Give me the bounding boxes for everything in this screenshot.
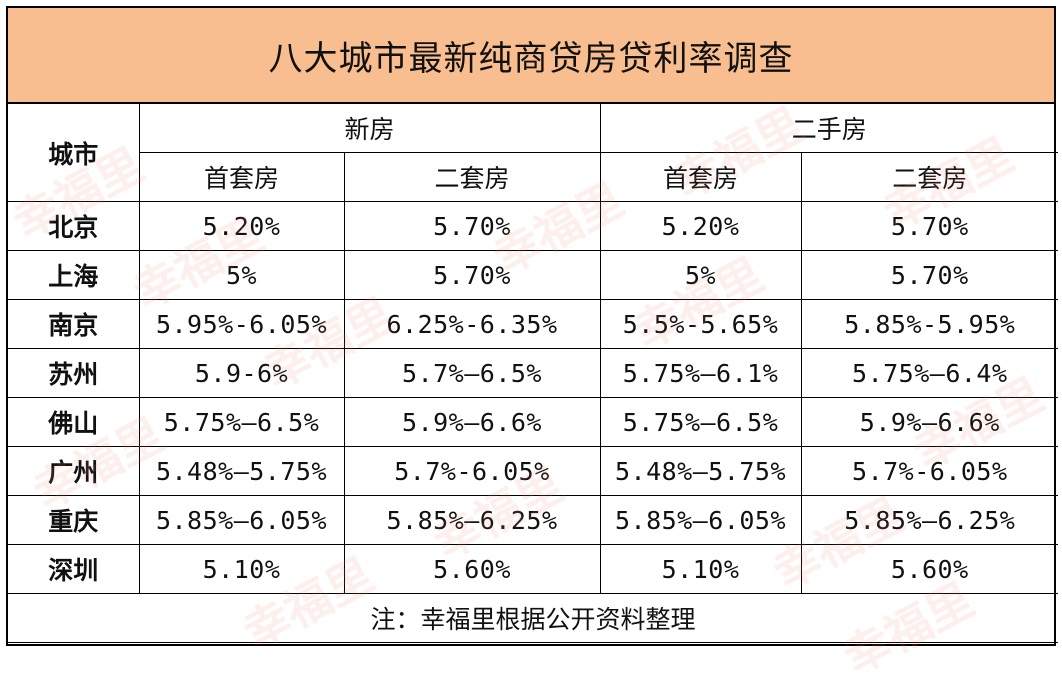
rate-cell: 5% xyxy=(599,250,802,300)
sub-header-used-second: 二套房 xyxy=(800,152,1059,202)
table-row: 上海 5% 5.70% 5% 5.70% xyxy=(8,250,1059,300)
rate-cell: 5.85%—6.05% xyxy=(138,495,345,545)
rate-cell: 5% xyxy=(138,250,345,300)
rate-cell: 5.70% xyxy=(800,201,1059,251)
table-row: 深圳 5.10% 5.60% 5.10% 5.60% xyxy=(8,544,1059,594)
rate-cell: 5.75%—6.4% xyxy=(800,348,1059,398)
rate-cell: 5.70% xyxy=(343,250,601,300)
rate-cell: 5.60% xyxy=(800,544,1059,594)
rate-cell: 5.20% xyxy=(138,201,345,251)
group-header-second-hand: 二手房 xyxy=(599,104,1059,153)
rate-cell: 5.48%—5.75% xyxy=(599,446,802,496)
table-row: 重庆 5.85%—6.05% 5.85%—6.25% 5.85%—6.05% 5… xyxy=(8,495,1059,545)
rate-cell: 5.85%—6.25% xyxy=(800,495,1059,545)
rate-cell: 5.10% xyxy=(138,544,345,594)
rate-cell: 5.85%-5.95% xyxy=(800,299,1059,349)
header-row-sub: 首套房 二套房 首套房 二套房 xyxy=(8,152,1059,202)
rate-cell: 5.20% xyxy=(599,201,802,251)
rate-cell: 5.60% xyxy=(343,544,601,594)
table-row: 南京 5.95%-6.05% 6.25%-6.35% 5.5%-5.65% 5.… xyxy=(8,299,1059,349)
city-name: 重庆 xyxy=(8,495,140,545)
city-name: 深圳 xyxy=(8,544,140,594)
group-header-new-house: 新房 xyxy=(138,104,601,153)
city-name: 佛山 xyxy=(8,397,140,447)
source-note: 注：幸福里根据公开资料整理 xyxy=(8,593,1059,643)
rate-cell: 5.5%-5.65% xyxy=(599,299,802,349)
rate-table: 城市 新房 二手房 首套房 二套房 首套房 二套房 北京 5.20% 5.70%… xyxy=(8,104,1059,643)
rate-cell: 5.75%—6.5% xyxy=(138,397,345,447)
rate-cell: 5.85%—6.25% xyxy=(343,495,601,545)
city-column-header: 城市 xyxy=(8,104,140,202)
rate-cell: 5.9%—6.6% xyxy=(800,397,1059,447)
rate-table-sheet: 八大城市最新纯商贷房贷利率调查 城市 新房 二手房 首套房 二套房 首套房 二套… xyxy=(5,6,1059,685)
rate-cell: 5.9%—6.6% xyxy=(343,397,601,447)
rate-cell: 5.9-6% xyxy=(138,348,345,398)
sub-header-new-second: 二套房 xyxy=(343,152,601,202)
table-row: 北京 5.20% 5.70% 5.20% 5.70% xyxy=(8,201,1059,251)
city-name: 广州 xyxy=(8,446,140,496)
rate-cell: 5.7%-6.05% xyxy=(343,446,601,496)
rate-cell: 5.70% xyxy=(800,250,1059,300)
sub-header-new-first: 首套房 xyxy=(139,152,345,202)
table-row: 广州 5.48%—5.75% 5.7%-6.05% 5.48%—5.75% 5.… xyxy=(8,446,1059,496)
note-row: 注：幸福里根据公开资料整理 xyxy=(8,593,1059,643)
city-name: 北京 xyxy=(8,201,140,251)
table-row: 佛山 5.75%—6.5% 5.9%—6.6% 5.75%—6.5% 5.9%—… xyxy=(8,397,1059,447)
table-row: 苏州 5.9-6% 5.7%—6.5% 5.75%—6.1% 5.75%—6.4… xyxy=(8,348,1059,398)
rate-cell: 5.70% xyxy=(343,201,601,251)
rate-cell: 5.85%—6.05% xyxy=(599,495,802,545)
header-row-groups: 城市 新房 二手房 xyxy=(8,104,1059,202)
rate-cell: 5.7%—6.5% xyxy=(343,348,601,398)
rate-cell: 5.95%-6.05% xyxy=(138,299,345,349)
sub-header-used-first: 首套房 xyxy=(599,152,802,202)
city-name: 苏州 xyxy=(8,348,140,398)
city-name: 上海 xyxy=(8,250,140,300)
rate-cell: 5.75%—6.1% xyxy=(599,348,802,398)
rate-cell: 5.10% xyxy=(599,544,802,594)
rate-cell: 5.75%—6.5% xyxy=(599,397,802,447)
rate-cell: 5.7%-6.05% xyxy=(800,446,1059,496)
city-name: 南京 xyxy=(8,299,140,349)
rate-cell: 5.48%—5.75% xyxy=(138,446,345,496)
rate-cell: 6.25%-6.35% xyxy=(343,299,601,349)
table-title: 八大城市最新纯商贷房贷利率调查 xyxy=(8,8,1054,104)
